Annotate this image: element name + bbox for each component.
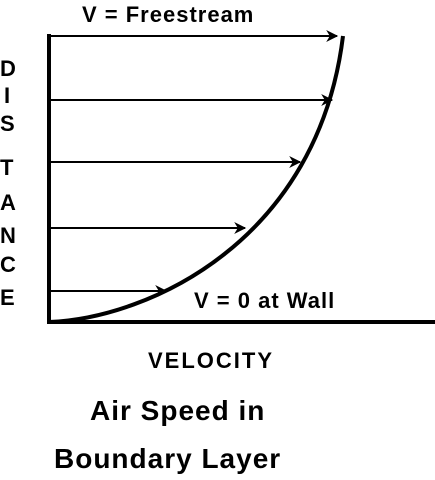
y-letter-t: T: [0, 155, 14, 180]
x-axis-label: VELOCITY: [148, 348, 274, 373]
velocity-arrows: [49, 30, 339, 297]
y-letter-n: N: [0, 223, 16, 248]
wall-velocity-label: V = 0 at Wall: [194, 288, 335, 313]
caption-line-2: Boundary Layer: [54, 443, 281, 474]
y-letter-d: D: [0, 56, 16, 81]
y-letter-a: A: [0, 190, 16, 215]
freestream-label: V = Freestream: [82, 2, 254, 27]
y-axis-label: D I S T A N C E: [0, 56, 16, 310]
caption-line-1: Air Speed in: [90, 395, 265, 426]
velocity-profile-curve: [48, 35, 345, 324]
y-letter-s: S: [0, 111, 15, 136]
y-letter-c: C: [0, 252, 16, 277]
y-letter-i: I: [4, 83, 10, 108]
y-letter-e: E: [0, 285, 15, 310]
